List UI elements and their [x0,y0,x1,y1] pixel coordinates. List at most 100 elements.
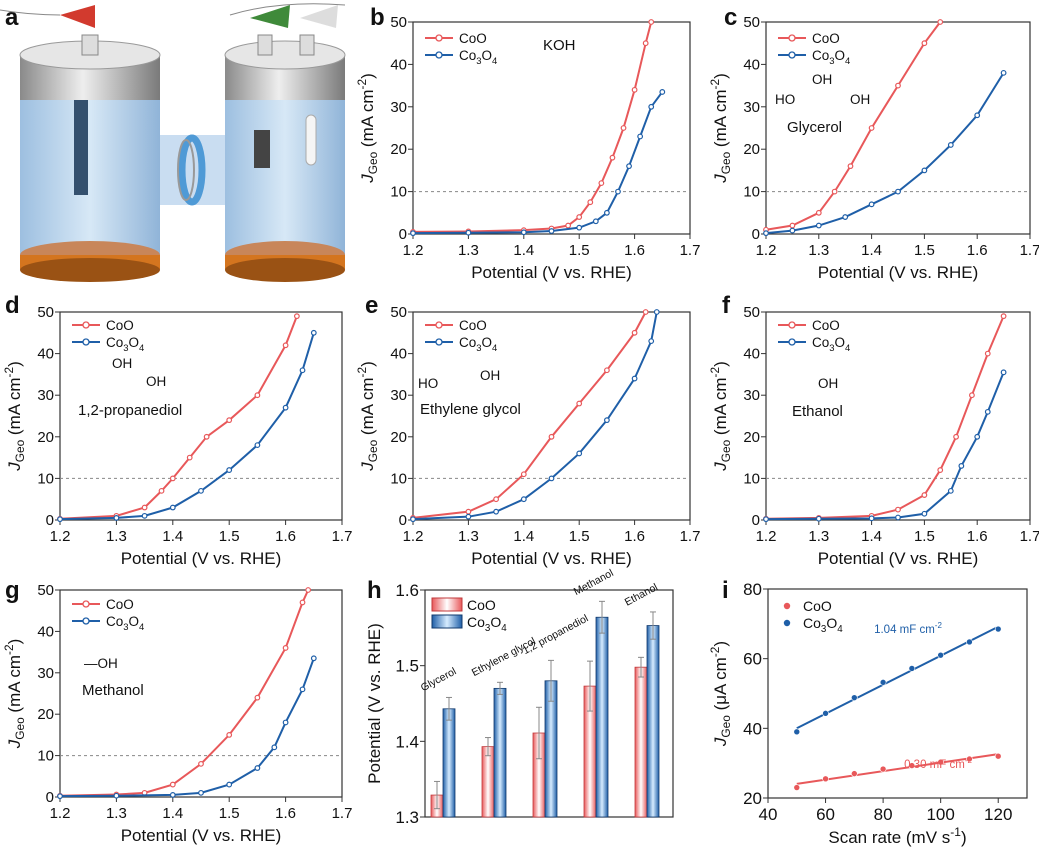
plot-frame [767,588,1028,799]
panel-label: d [5,292,20,319]
legend-marker [82,617,90,625]
panel-label: a [5,4,19,31]
data-point [642,40,649,47]
x-label-sup: -1 [950,825,961,839]
data-point [921,167,928,174]
legend-marker [783,602,791,610]
data-point [113,792,120,799]
y-tick-label: 10 [37,470,54,487]
y-label-sup: -2 [2,644,16,655]
y-label-sup: -2 [708,646,722,657]
x-tick-label: 1.4 [162,805,183,822]
y-tick-label: 20 [743,429,760,446]
y-label-sub: Geo [719,439,733,462]
data-point [847,163,854,170]
data-point [895,514,901,521]
y-label-sub: Geo [719,715,733,738]
bar-Co3O4 [595,616,609,818]
x-tick-label: 1.2 [756,242,777,259]
data-point [815,209,822,216]
data-point [984,408,991,415]
data-point [198,789,204,796]
data-point [493,496,500,503]
legend-label: CoO [467,597,496,613]
x-tick-label: 1.4 [162,528,183,545]
data-point [465,508,472,515]
data-point [203,433,210,440]
data-point [908,665,916,672]
cathode-cell-right [224,3,346,282]
data-point [465,513,472,520]
legend-marker [788,321,796,329]
molecule-atom-label: HO [775,92,795,107]
data-point [793,728,801,736]
data-point [789,227,796,234]
data-point [969,392,975,399]
x-label-main: Scan rate (mV s [828,828,950,847]
legend-marker [435,338,443,346]
y-label-unit: (mA cm [711,377,730,439]
y-tick-label: 1.6 [395,581,419,600]
y-axis-label: JGeo (mA cm-2) [708,361,733,472]
y-tick-label: 40 [390,346,407,363]
membrane-bridge [160,135,225,205]
y-tick-label: 40 [743,56,760,73]
formula-part: 4 [501,623,507,634]
fit-line-Co3O4 [796,625,999,730]
y-label-sup: -2 [708,79,722,90]
data-point [953,433,959,440]
data-point [169,781,176,788]
data-point [254,392,261,399]
data-point [984,350,991,357]
molecule-atom-label: OH [812,72,832,87]
data-point [1000,69,1007,76]
anode-cell-left [0,5,161,282]
data-point [592,218,599,225]
formula-part: Co [812,48,829,63]
data-point [113,515,120,521]
data-point [879,765,887,773]
capacitance-sup: -2 [935,621,943,630]
y-label-end: ) [5,639,24,645]
formula-part: O [129,614,140,629]
x-tick-label: 1.2 [403,528,424,545]
data-point [648,103,655,110]
data-point [659,89,666,95]
y-tick-label: 0 [399,226,407,243]
data-point [293,313,300,320]
data-point [947,142,954,148]
molecule-atom-label: OH [146,374,166,389]
data-point [587,199,594,206]
y-tick-label: 40 [390,56,407,73]
y-label-j: J [711,737,730,747]
data-point [631,329,638,336]
data-point [908,762,916,769]
capacitance-label: 1.04 mF cm-2 [874,621,942,636]
x-tick-label: 1.4 [861,242,882,259]
substrate-label: Methanol [82,682,144,699]
x-tick-label: 1.4 [861,528,882,545]
x-tick-label: 1.7 [1020,528,1039,545]
data-point [958,463,965,469]
legend-label: CoO [459,318,487,333]
y-axis-label: JGeo (μA cm-2) [708,641,733,747]
x-tick-label: 1.3 [458,242,479,259]
y-tick-label: 1.5 [395,657,419,676]
formula-part: Co [467,614,485,630]
data-point [868,125,875,131]
formula-part: CoO [459,31,487,46]
electrolysis-cell-illustration: a [0,3,346,282]
formula-part: Co [459,48,476,63]
formula-part: 3 [476,56,481,67]
x-tick-label: 80 [874,805,893,824]
legend-marker [82,338,90,346]
formula-part: 3 [123,343,128,354]
data-point [947,487,954,494]
formula-part: 3 [476,343,481,354]
y-tick-label: 0 [752,512,760,529]
molecule-atom-label: OH [112,356,132,371]
x-tick-label: 1.5 [569,528,590,545]
data-point [604,367,610,374]
data-point [576,224,583,231]
